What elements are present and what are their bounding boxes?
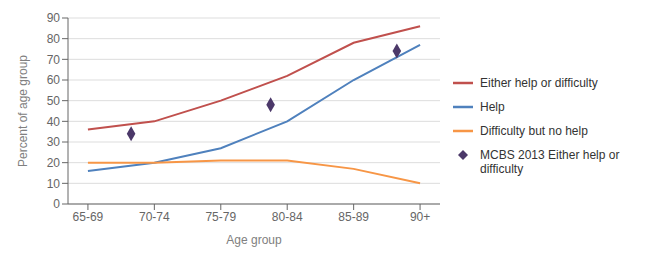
svg-text:50: 50 (47, 94, 61, 108)
svg-text:60: 60 (47, 73, 61, 87)
svg-text:90+: 90+ (410, 210, 430, 224)
html-text:MCBS 2013 Either help or: MCBS 2013 Either help or (480, 148, 620, 162)
svg-text:80: 80 (47, 32, 61, 46)
svg-text:85-89: 85-89 (338, 210, 369, 224)
svg-text:Percent of age group: Percent of age group (16, 55, 30, 167)
svg-text:20: 20 (47, 156, 61, 170)
html-text:Help: Help (480, 100, 505, 114)
svg-text:80-84: 80-84 (272, 210, 303, 224)
svg-text:70: 70 (47, 53, 61, 67)
svg-text:0: 0 (53, 197, 60, 211)
html-text:Either help or difficulty: Either help or difficulty (480, 76, 598, 90)
svg-text:75-79: 75-79 (205, 210, 236, 224)
html-text:difficulty: difficulty (480, 162, 524, 176)
svg-text:65-69: 65-69 (73, 210, 104, 224)
svg-text:90: 90 (47, 11, 61, 25)
html-text:Difficulty but no help: Difficulty but no help (480, 124, 588, 138)
svg-text:10: 10 (47, 177, 61, 191)
svg-text:30: 30 (47, 135, 61, 149)
svg-text:Age group: Age group (226, 233, 282, 247)
svg-text:70-74: 70-74 (139, 210, 170, 224)
svg-text:40: 40 (47, 115, 61, 129)
